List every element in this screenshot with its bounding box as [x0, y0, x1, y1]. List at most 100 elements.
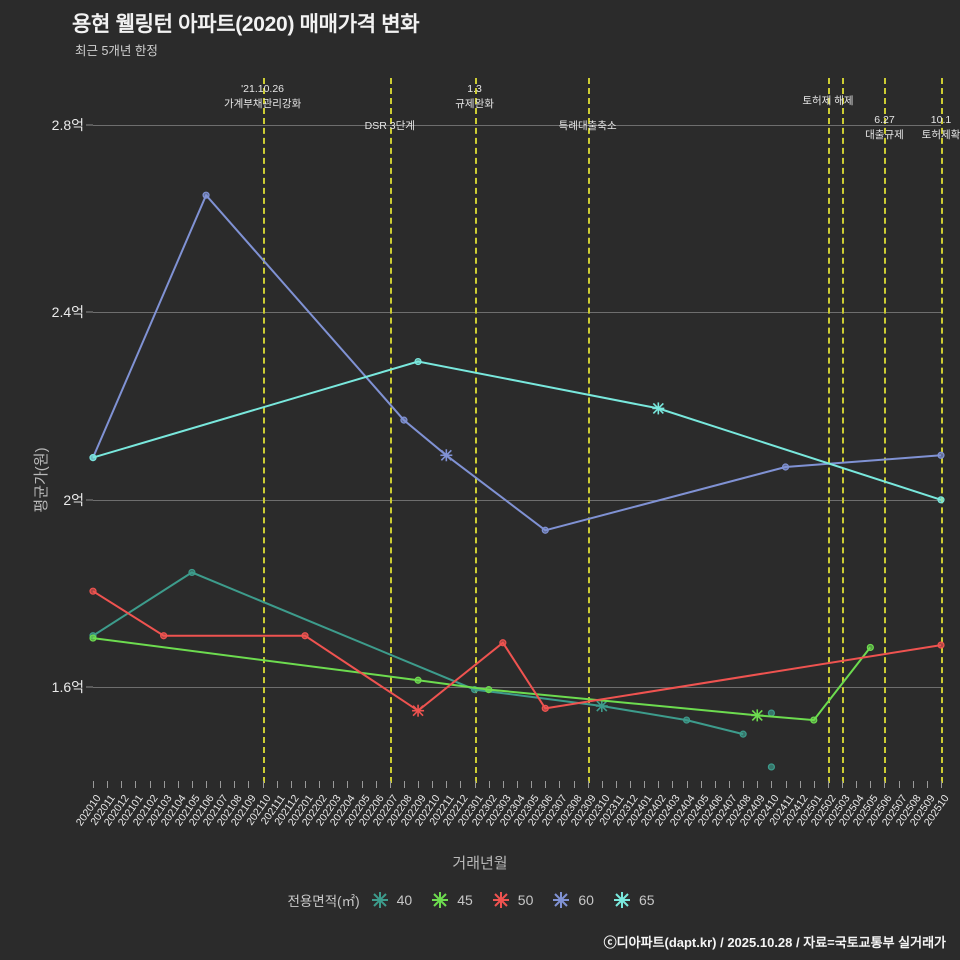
y-tick-label: 2.4억 [51, 304, 84, 321]
x-tick-mark [220, 781, 222, 788]
event-line [474, 78, 477, 783]
x-tick-mark [305, 781, 306, 788]
data-point-marker [89, 587, 97, 595]
data-point-marker [499, 639, 507, 647]
legend: 전용면적(㎡) 40 45 50 60 65 [0, 890, 960, 910]
data-point-marker [937, 496, 945, 504]
data-point-marker [652, 402, 665, 415]
series-line-65 [92, 360, 942, 501]
legend-label: 60 [578, 892, 594, 908]
y-axis-label: 평균가(원) [33, 447, 51, 513]
data-point-marker [541, 704, 549, 712]
data-point-marker [89, 454, 97, 462]
x-tick-mark [884, 781, 886, 788]
y-tick-mark [86, 499, 93, 501]
legend-item-40[interactable]: 40 [370, 890, 412, 910]
gridline [93, 687, 941, 689]
x-tick-mark [502, 781, 504, 788]
legend-item-45[interactable]: 45 [430, 890, 473, 910]
x-tick-mark [827, 781, 829, 788]
data-point-marker [412, 704, 425, 717]
data-point-marker [595, 700, 608, 713]
x-tick-mark [290, 781, 292, 788]
x-tick-mark [700, 781, 702, 788]
x-tick-mark [545, 781, 547, 788]
data-point-marker [414, 676, 422, 684]
data-point-marker [202, 191, 210, 199]
data-point-marker [751, 709, 764, 722]
x-tick-mark [898, 781, 900, 788]
x-tick-mark [785, 781, 787, 788]
x-tick-mark [107, 781, 109, 788]
gridline [93, 312, 941, 314]
data-point-marker [810, 716, 818, 724]
legend-item-60[interactable]: 60 [551, 890, 594, 910]
data-point-marker [485, 686, 493, 694]
legend-marker-icon [613, 892, 630, 908]
x-tick-mark [262, 781, 264, 788]
data-point-marker [440, 449, 453, 462]
x-tick-mark [870, 781, 872, 788]
x-tick-mark [319, 781, 321, 788]
x-tick-mark [276, 781, 278, 788]
event-line [941, 78, 943, 783]
annotation-line: '21.10.26 [241, 83, 285, 95]
x-tick-mark [446, 781, 448, 788]
annotation: 1.3 규제완화 [455, 82, 494, 112]
y-tick-mark [86, 686, 93, 688]
x-tick-mark [177, 781, 179, 788]
x-tick-mark [729, 781, 730, 788]
data-point-marker [188, 568, 196, 577]
data-point-marker [866, 643, 874, 652]
x-tick-mark [135, 781, 137, 788]
legend-item-65[interactable]: 65 [612, 890, 655, 910]
x-tick-mark [531, 781, 533, 788]
gridline [93, 124, 941, 126]
data-point-marker [781, 463, 790, 471]
data-point-marker [160, 632, 168, 640]
event-line [827, 78, 830, 783]
annotation-line: 토허제 해제 [802, 95, 854, 107]
x-tick-mark [488, 781, 490, 788]
x-tick-mark [559, 781, 561, 788]
x-tick-mark [389, 781, 391, 788]
x-tick-mark [686, 781, 688, 788]
x-tick-mark [757, 781, 759, 788]
footer-credit: ⓒ디아파트(dapt.kr) / 2025.10.28 / 자료=국토교통부 실… [603, 935, 946, 950]
y-tick-label: 2억 [63, 491, 84, 508]
x-tick-mark [248, 781, 250, 788]
x-tick-mark [361, 781, 363, 788]
x-tick-mark [460, 781, 462, 788]
gridline [93, 499, 941, 501]
annotation: '21.10.26 가계부채관리강화 [224, 82, 301, 112]
annotation-line: 규제완화 [455, 98, 494, 110]
x-tick-mark [743, 781, 745, 788]
x-tick-mark [149, 781, 151, 788]
x-tick-mark [375, 781, 377, 788]
event-line [587, 78, 590, 783]
series-line-45 [92, 637, 872, 722]
x-axis-label: 거래년월 [452, 855, 508, 872]
legend-item-50[interactable]: 50 [491, 890, 533, 910]
x-tick-mark [234, 781, 236, 788]
data-point-marker [937, 641, 945, 649]
series-line-60 [92, 193, 942, 532]
x-tick-mark [432, 781, 434, 788]
data-point-marker [767, 709, 776, 717]
x-tick-mark [206, 781, 208, 788]
data-point-marker [937, 451, 945, 459]
x-tick-mark [93, 781, 94, 788]
y-tick-mark [86, 311, 93, 313]
x-tick-mark [771, 781, 773, 788]
annotation: 6.27 대출규제 [865, 113, 904, 143]
legend-marker-icon [492, 892, 509, 908]
x-tick-mark [191, 781, 193, 788]
x-tick-mark [615, 781, 617, 788]
page-title: 용현 웰링턴 아파트(2020) 매매가격 변화 [72, 13, 420, 36]
x-tick-mark [601, 781, 603, 788]
x-tick-mark [926, 781, 928, 788]
x-tick-mark [517, 781, 518, 788]
y-tick-label: 2.8억 [51, 116, 84, 133]
x-tick-mark [856, 781, 858, 788]
